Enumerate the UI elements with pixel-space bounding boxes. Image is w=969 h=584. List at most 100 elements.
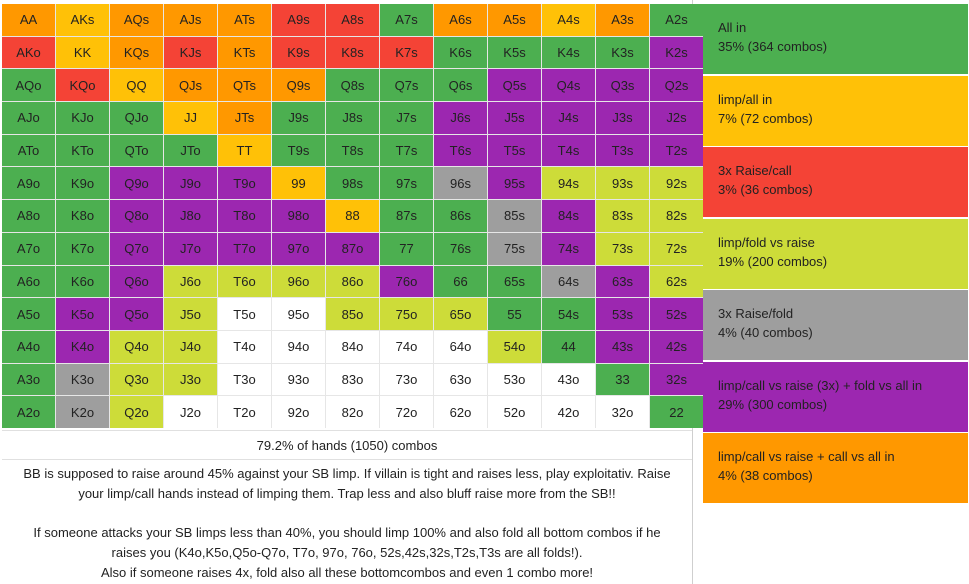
hand-cell-ako[interactable]: AKo — [2, 36, 55, 69]
hand-cell-84s[interactable]: 84s — [542, 200, 595, 232]
hand-cell-84o[interactable]: 84o — [326, 330, 379, 363]
hand-cell-t3s[interactable]: T3s — [596, 134, 649, 167]
hand-cell-98o[interactable]: 98o — [272, 200, 325, 232]
hand-cell-q6s[interactable]: Q6s — [434, 69, 487, 102]
hand-cell-j3s[interactable]: J3s — [596, 102, 649, 134]
hand-cell-j3o[interactable]: J3o — [164, 363, 217, 396]
hand-cell-64o[interactable]: 64o — [434, 330, 487, 363]
hand-cell-a9s[interactable]: A9s — [272, 4, 325, 36]
hand-cell-99[interactable]: 99 — [272, 167, 325, 200]
hand-cell-kjs[interactable]: KJs — [164, 36, 217, 69]
hand-cell-a5o[interactable]: A5o — [2, 298, 55, 330]
hand-cell-k7o[interactable]: K7o — [56, 232, 109, 265]
hand-cell-t4s[interactable]: T4s — [542, 134, 595, 167]
hand-cell-t9s[interactable]: T9s — [272, 134, 325, 167]
hand-cell-k2o[interactable]: K2o — [56, 396, 109, 428]
hand-cell-aks[interactable]: AKs — [56, 4, 109, 36]
hand-cell-96s[interactable]: 96s — [434, 167, 487, 200]
hand-cell-aqs[interactable]: AQs — [110, 4, 163, 36]
hand-cell-t3o[interactable]: T3o — [218, 363, 271, 396]
hand-cell-76o[interactable]: 76o — [380, 265, 433, 298]
hand-cell-j5o[interactable]: J5o — [164, 298, 217, 330]
hand-cell-82o[interactable]: 82o — [326, 396, 379, 428]
hand-cell-q8s[interactable]: Q8s — [326, 69, 379, 102]
hand-cell-t6s[interactable]: T6s — [434, 134, 487, 167]
hand-cell-kqs[interactable]: KQs — [110, 36, 163, 69]
hand-cell-85s[interactable]: 85s — [488, 200, 541, 232]
hand-cell-jto[interactable]: JTo — [164, 134, 217, 167]
hand-cell-t8s[interactable]: T8s — [326, 134, 379, 167]
hand-cell-j5s[interactable]: J5s — [488, 102, 541, 134]
hand-cell-76s[interactable]: 76s — [434, 232, 487, 265]
hand-cell-t6o[interactable]: T6o — [218, 265, 271, 298]
hand-cell-63s[interactable]: 63s — [596, 265, 649, 298]
hand-cell-22[interactable]: 22 — [650, 396, 703, 428]
hand-cell-88[interactable]: 88 — [326, 200, 379, 232]
hand-cell-j6o[interactable]: J6o — [164, 265, 217, 298]
hand-cell-94o[interactable]: 94o — [272, 330, 325, 363]
hand-cell-75s[interactable]: 75s — [488, 232, 541, 265]
hand-cell-83s[interactable]: 83s — [596, 200, 649, 232]
hand-cell-52o[interactable]: 52o — [488, 396, 541, 428]
hand-cell-qts[interactable]: QTs — [218, 69, 271, 102]
hand-cell-85o[interactable]: 85o — [326, 298, 379, 330]
hand-cell-t5s[interactable]: T5s — [488, 134, 541, 167]
hand-cell-a2s[interactable]: A2s — [650, 4, 703, 36]
hand-cell-74s[interactable]: 74s — [542, 232, 595, 265]
hand-cell-44[interactable]: 44 — [542, 330, 595, 363]
hand-cell-q3o[interactable]: Q3o — [110, 363, 163, 396]
hand-cell-j8s[interactable]: J8s — [326, 102, 379, 134]
hand-cell-q7o[interactable]: Q7o — [110, 232, 163, 265]
hand-cell-t5o[interactable]: T5o — [218, 298, 271, 330]
hand-cell-a7s[interactable]: A7s — [380, 4, 433, 36]
hand-cell-32o[interactable]: 32o — [596, 396, 649, 428]
hand-cell-k5s[interactable]: K5s — [488, 36, 541, 69]
hand-cell-65s[interactable]: 65s — [488, 265, 541, 298]
hand-cell-j7s[interactable]: J7s — [380, 102, 433, 134]
hand-cell-t9o[interactable]: T9o — [218, 167, 271, 200]
hand-cell-ats[interactable]: ATs — [218, 4, 271, 36]
hand-cell-t2o[interactable]: T2o — [218, 396, 271, 428]
hand-cell-43o[interactable]: 43o — [542, 363, 595, 396]
hand-cell-a4s[interactable]: A4s — [542, 4, 595, 36]
hand-cell-q6o[interactable]: Q6o — [110, 265, 163, 298]
hand-cell-k8s[interactable]: K8s — [326, 36, 379, 69]
hand-cell-77[interactable]: 77 — [380, 232, 433, 265]
hand-cell-j4o[interactable]: J4o — [164, 330, 217, 363]
hand-cell-q4o[interactable]: Q4o — [110, 330, 163, 363]
hand-cell-a6o[interactable]: A6o — [2, 265, 55, 298]
hand-cell-94s[interactable]: 94s — [542, 167, 595, 200]
hand-cell-83o[interactable]: 83o — [326, 363, 379, 396]
hand-cell-97s[interactable]: 97s — [380, 167, 433, 200]
hand-cell-54s[interactable]: 54s — [542, 298, 595, 330]
hand-cell-k2s[interactable]: K2s — [650, 36, 703, 69]
hand-cell-64s[interactable]: 64s — [542, 265, 595, 298]
hand-cell-54o[interactable]: 54o — [488, 330, 541, 363]
hand-cell-63o[interactable]: 63o — [434, 363, 487, 396]
hand-cell-75o[interactable]: 75o — [380, 298, 433, 330]
hand-cell-qto[interactable]: QTo — [110, 134, 163, 167]
hand-cell-kjo[interactable]: KJo — [56, 102, 109, 134]
hand-cell-t7o[interactable]: T7o — [218, 232, 271, 265]
hand-cell-qjs[interactable]: QJs — [164, 69, 217, 102]
hand-cell-k9o[interactable]: K9o — [56, 167, 109, 200]
hand-cell-t8o[interactable]: T8o — [218, 200, 271, 232]
hand-cell-95o[interactable]: 95o — [272, 298, 325, 330]
hand-cell-92o[interactable]: 92o — [272, 396, 325, 428]
hand-cell-96o[interactable]: 96o — [272, 265, 325, 298]
hand-cell-q3s[interactable]: Q3s — [596, 69, 649, 102]
hand-cell-66[interactable]: 66 — [434, 265, 487, 298]
hand-cell-q2s[interactable]: Q2s — [650, 69, 703, 102]
hand-cell-55[interactable]: 55 — [488, 298, 541, 330]
hand-cell-a4o[interactable]: A4o — [2, 330, 55, 363]
hand-cell-ajs[interactable]: AJs — [164, 4, 217, 36]
hand-cell-52s[interactable]: 52s — [650, 298, 703, 330]
hand-cell-j8o[interactable]: J8o — [164, 200, 217, 232]
hand-cell-k5o[interactable]: K5o — [56, 298, 109, 330]
hand-cell-j4s[interactable]: J4s — [542, 102, 595, 134]
hand-cell-j9s[interactable]: J9s — [272, 102, 325, 134]
hand-cell-73o[interactable]: 73o — [380, 363, 433, 396]
hand-cell-53s[interactable]: 53s — [596, 298, 649, 330]
hand-cell-q4s[interactable]: Q4s — [542, 69, 595, 102]
hand-cell-tt[interactable]: TT — [218, 134, 271, 167]
